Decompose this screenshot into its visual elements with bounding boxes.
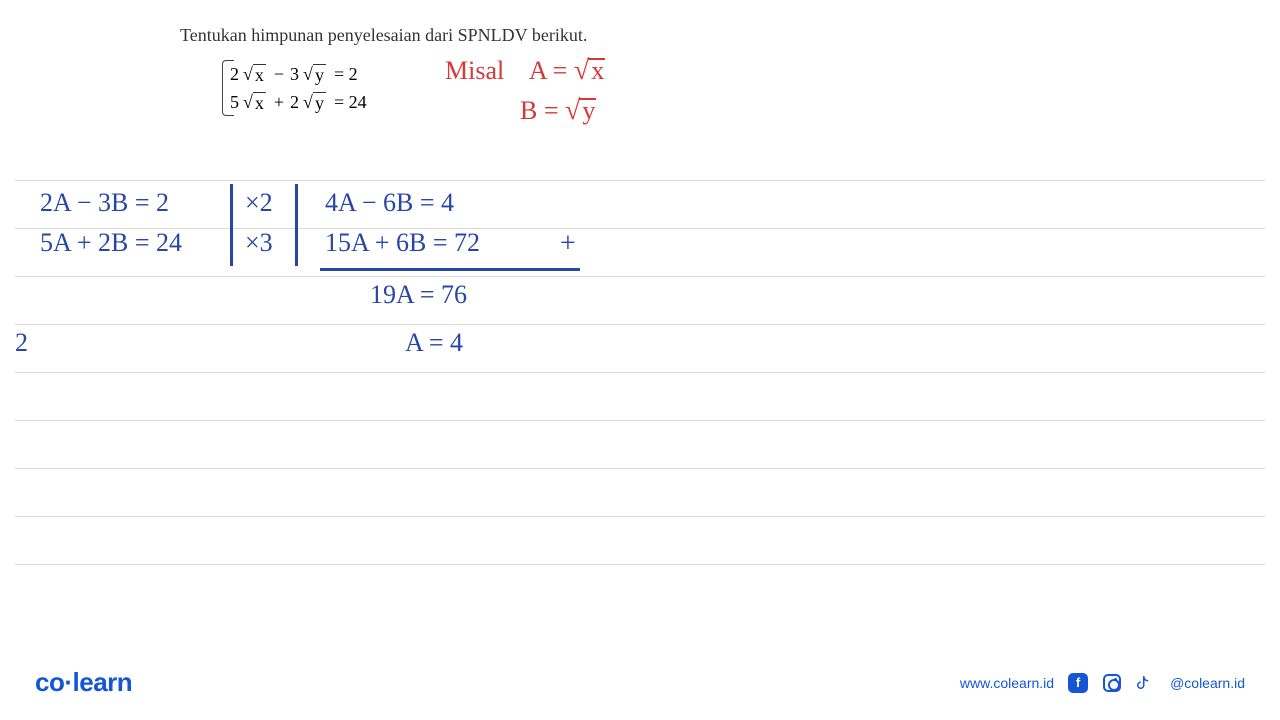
sub-a-var: x — [589, 56, 604, 85]
brace-icon — [222, 60, 234, 116]
work-mul-2: ×3 — [245, 228, 273, 258]
substitution-b: B = √y — [520, 95, 595, 127]
brand-b: learn — [73, 667, 133, 697]
sub-b-lhs: B = — [520, 96, 559, 125]
work-row-2-right: 15A + 6B = 72 — [325, 228, 480, 258]
plus-operator: + — [560, 228, 576, 260]
sqrt-icon: y — [303, 92, 326, 113]
eq1-op: − — [274, 64, 284, 85]
equation-system: 2 x − 3 y = 2 5 x + 2 y = 24 — [230, 60, 367, 116]
facebook-icon[interactable]: f — [1068, 673, 1088, 693]
work-row-2-left: 5A + 2B = 24 — [40, 228, 182, 258]
eq1-rhs: = 2 — [334, 64, 358, 85]
footer-url[interactable]: www.colearn.id — [960, 675, 1054, 691]
work-result: A = 4 — [405, 328, 463, 358]
tiktok-icon[interactable] — [1136, 673, 1156, 693]
ruled-line — [15, 564, 1265, 565]
sqrt-icon: y — [303, 64, 326, 85]
question-area: Tentukan himpunan penyelesaian dari SPNL… — [180, 25, 587, 46]
ruled-line — [15, 276, 1265, 277]
eq1-coef-b: 3 — [290, 64, 299, 85]
instagram-icon[interactable] — [1102, 673, 1122, 693]
sqrt-icon: x — [243, 64, 266, 85]
sum-line-icon — [320, 268, 580, 271]
brand-dot: · — [64, 667, 72, 697]
divider-icon — [230, 184, 233, 266]
work-row-1-right: 4A − 6B = 4 — [325, 188, 454, 218]
eq2-op: + — [274, 92, 284, 113]
fb-glyph: f — [1068, 673, 1088, 693]
brand-logo: co·learn — [35, 667, 132, 698]
eq1-var-a: x — [253, 64, 266, 85]
eq1-var-b: y — [313, 64, 326, 85]
question-prompt: Tentukan himpunan penyelesaian dari SPNL… — [180, 25, 587, 46]
footer: co·learn www.colearn.id f @colearn.id — [0, 667, 1280, 698]
margin-note: 2 — [15, 328, 28, 358]
ruled-line — [15, 228, 1265, 229]
equation-2: 5 x + 2 y = 24 — [230, 88, 367, 116]
eq2-rhs: = 24 — [334, 92, 367, 113]
sub-a-lhs: A = — [529, 56, 568, 85]
footer-handle[interactable]: @colearn.id — [1170, 675, 1245, 691]
misal-label: Misal — [445, 56, 504, 85]
ruled-line — [15, 372, 1265, 373]
footer-right: www.colearn.id f @colearn.id — [960, 673, 1245, 693]
hand-sqrt-icon: √x — [574, 55, 604, 87]
ruled-line — [15, 420, 1265, 421]
hand-sqrt-icon: √y — [565, 95, 595, 127]
ruled-line — [15, 324, 1265, 325]
work-sum: 19A = 76 — [370, 280, 467, 310]
ruled-line — [15, 516, 1265, 517]
work-mul-1: ×2 — [245, 188, 273, 218]
equation-1: 2 x − 3 y = 2 — [230, 60, 367, 88]
eq2-var-a: x — [253, 92, 266, 113]
substitution-a: Misal A = √x — [445, 55, 604, 87]
brand-a: co — [35, 667, 64, 697]
eq2-coef-b: 2 — [290, 92, 299, 113]
eq2-var-b: y — [313, 92, 326, 113]
sub-b-var: y — [580, 96, 595, 125]
work-row-1-left: 2A − 3B = 2 — [40, 188, 169, 218]
sqrt-icon: x — [243, 92, 266, 113]
divider-icon — [295, 184, 298, 266]
ruled-line — [15, 180, 1265, 181]
ruled-line — [15, 468, 1265, 469]
